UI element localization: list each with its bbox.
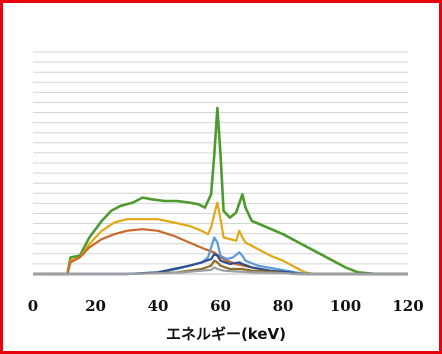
series-line-7 bbox=[33, 266, 408, 276]
x-tick-label: 80 bbox=[273, 297, 294, 315]
x-tick-label: 0 bbox=[28, 297, 38, 315]
x-tick-label: 120 bbox=[392, 297, 423, 315]
series-line-2 bbox=[33, 201, 408, 276]
x-tick-label: 40 bbox=[148, 297, 169, 315]
x-tick-label: 60 bbox=[210, 297, 231, 315]
series-group bbox=[33, 106, 408, 276]
x-tick-labels: 0 20 40 60 80 100 120 bbox=[28, 297, 424, 315]
series-line-1 bbox=[33, 106, 408, 276]
x-axis-title: エネルギー(keV) bbox=[166, 325, 286, 343]
x-tick-label: 100 bbox=[330, 297, 361, 315]
series-line-6 bbox=[33, 259, 408, 276]
x-tick-label: 20 bbox=[85, 297, 106, 315]
